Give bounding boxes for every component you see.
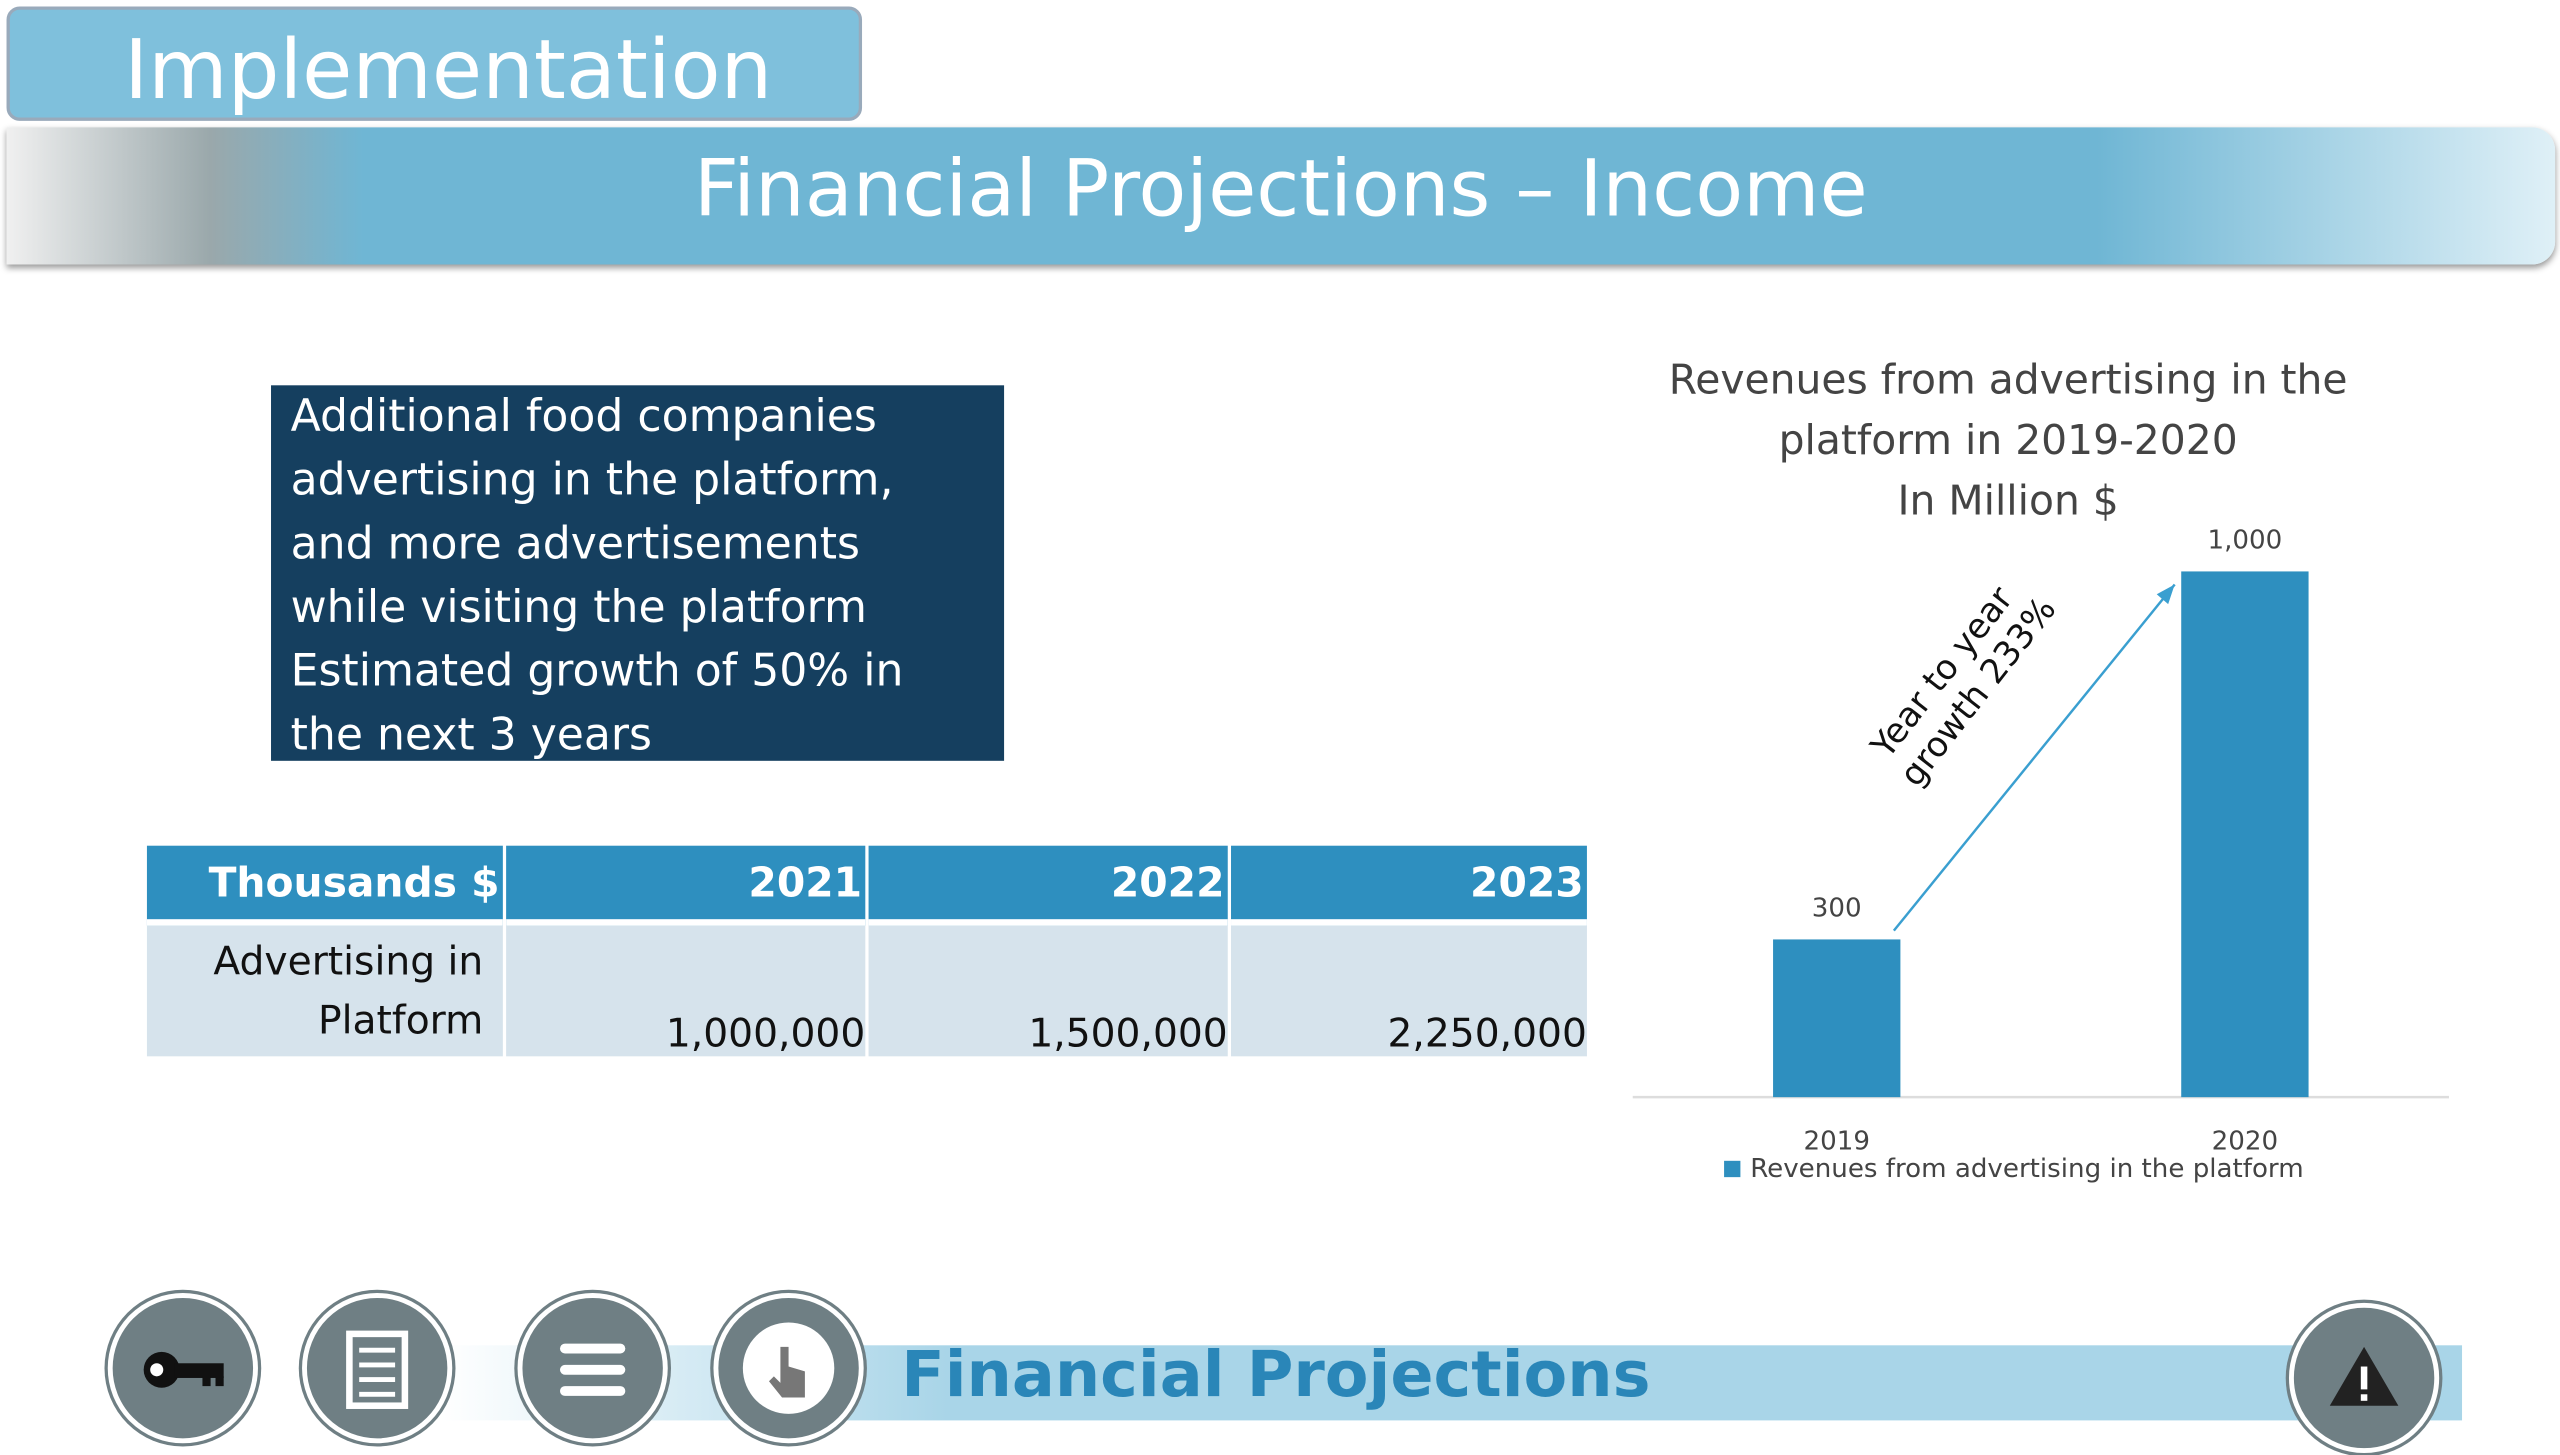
chart-title: Revenues from advertising in the platfor…	[1668, 355, 2348, 464]
cell: 2,250,000	[1231, 925, 1587, 1057]
row-label: Advertising in Platform	[146, 925, 503, 1057]
chart-title-block: Revenues from advertising in the platfor…	[1633, 349, 2384, 530]
growth-arrow	[1892, 583, 2176, 932]
table-header: Thousands $ 2021 2022 2023	[146, 845, 1587, 926]
table: Thousands $ 2021 2022 2023 Advertising i…	[144, 845, 1591, 1057]
section-title: Implementation	[124, 22, 773, 118]
calculator-button[interactable]	[302, 1293, 453, 1444]
warning-icon	[2329, 1346, 2399, 1406]
table-row: Advertising in Platform 1,000,000 1,500,…	[146, 925, 1587, 1057]
paragraph: Estimated growth of 50% in the next 3 ye…	[290, 646, 904, 761]
header-cell: 2021	[506, 845, 866, 926]
chart: 2019 300 2020 1,000 Revenues from advertisin…	[1632, 526, 2449, 1184]
title-banner	[6, 127, 2556, 265]
slide-title: Financial Projections – Income	[693, 143, 1868, 236]
cell: 1,000,000	[506, 925, 866, 1057]
value-label: 1,000	[2208, 526, 2283, 556]
key-icon	[143, 1351, 224, 1388]
value-label: 300	[1812, 894, 1862, 924]
cell: 1,500,000	[868, 925, 1228, 1057]
calculator-icon	[346, 1330, 409, 1409]
chart-subtitle: In Million $	[1897, 476, 2119, 525]
text-box: Additional food companies advertising in…	[271, 385, 1005, 761]
footer-title: Financial Projections	[901, 1338, 1651, 1413]
legend-swatch	[1724, 1160, 1741, 1178]
touch-button[interactable]	[713, 1293, 864, 1444]
key-button[interactable]	[107, 1293, 258, 1444]
x-tick-label: 2020	[2212, 1126, 2278, 1156]
header-cell: 2022	[868, 845, 1228, 926]
touch-icon	[742, 1322, 835, 1414]
row-label-text: Advertising in Platform	[213, 938, 484, 1044]
header-cell: Thousands $	[146, 845, 503, 926]
header-cell: 2023	[1231, 845, 1587, 926]
bar	[2181, 571, 2309, 1098]
section-tab	[6, 6, 863, 121]
menu-button[interactable]	[517, 1293, 668, 1444]
arrow-head	[2156, 584, 2175, 605]
x-tick-label: 2019	[1804, 1126, 1870, 1156]
menu-icon	[559, 1343, 626, 1396]
warning-button[interactable]	[2288, 1302, 2440, 1454]
legend-label: Revenues from advertising in the platfor…	[1750, 1154, 2303, 1184]
bar	[1773, 939, 1901, 1098]
paragraph: Additional food companies advertising in…	[290, 391, 894, 634]
